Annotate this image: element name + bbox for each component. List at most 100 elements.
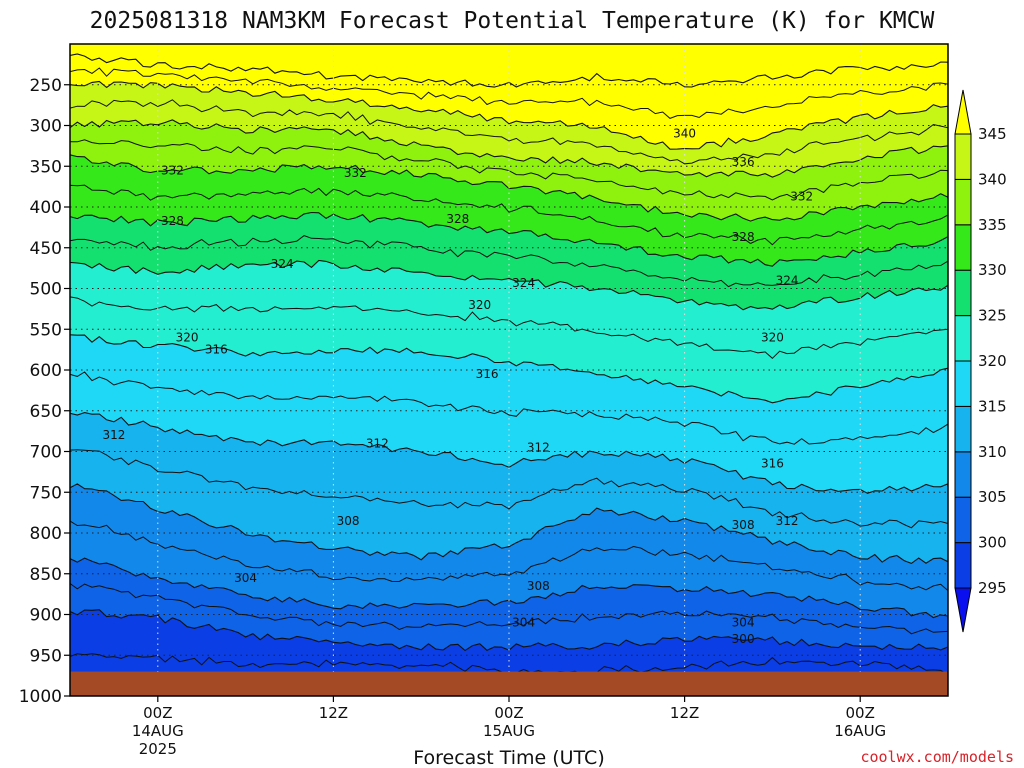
y-tick-label: 700 xyxy=(30,443,62,463)
x-tick-label: 16AUG xyxy=(834,722,886,740)
contour-label: 328 xyxy=(446,212,469,226)
contour-label: 316 xyxy=(205,343,228,357)
contour-label: 316 xyxy=(476,367,499,381)
contour-label: 320 xyxy=(176,330,199,344)
y-tick-label: 400 xyxy=(30,198,62,218)
contour-label: 316 xyxy=(761,457,784,471)
contour-label: 308 xyxy=(527,579,550,593)
y-tick-label: 350 xyxy=(30,157,62,177)
contour-label: 312 xyxy=(527,440,550,454)
chart-title: 2025081318 NAM3KM Forecast Potential Tem… xyxy=(90,8,935,34)
y-tick-label: 250 xyxy=(30,76,62,96)
colorbar-label: 335 xyxy=(978,216,1007,234)
contour-312 xyxy=(70,483,948,565)
colorbar-swatch xyxy=(954,360,972,407)
colorbar-swatch xyxy=(954,496,972,544)
colorbar-swatch xyxy=(954,542,972,589)
y-axis: 250 300 350 400 450 500 550 600 650 700 750 800 850 9… xyxy=(19,76,70,707)
contour-label: 304 xyxy=(234,571,257,585)
contour-label: 328 xyxy=(732,230,755,244)
contour-label: 332 xyxy=(161,163,184,177)
colorbar-label: 340 xyxy=(978,170,1007,188)
colorbar-label: 295 xyxy=(978,579,1007,597)
theta-bands xyxy=(70,44,948,696)
contour-label: 304 xyxy=(732,616,755,630)
colorbar-swatch xyxy=(954,315,972,362)
colorbar-swatch xyxy=(954,133,972,180)
y-tick-label: 900 xyxy=(30,606,62,626)
colorbar-label: 330 xyxy=(978,261,1007,279)
contour-label: 324 xyxy=(512,276,535,290)
colorbar-label: 325 xyxy=(978,307,1007,325)
contour-label: 332 xyxy=(790,189,813,203)
contour-316 xyxy=(70,412,948,494)
contour-intermediate xyxy=(70,235,948,288)
contour-label: 312 xyxy=(102,428,125,442)
contour-intermediate xyxy=(70,583,948,635)
contour-336 xyxy=(70,119,948,178)
contour-label: 308 xyxy=(337,514,360,528)
y-tick-label: 550 xyxy=(30,320,62,340)
y-tick-label: 600 xyxy=(30,361,62,381)
colorbar-label: 315 xyxy=(978,397,1007,415)
contour-320 xyxy=(70,334,948,404)
x-tick-label: 14AUG xyxy=(132,722,184,740)
contour-label: 308 xyxy=(732,518,755,532)
contour-344 xyxy=(70,53,948,88)
x-axis-label: Forecast Time (UTC) xyxy=(413,747,604,768)
y-tick-label: 500 xyxy=(30,280,62,300)
y-tick-label: 800 xyxy=(30,524,62,544)
contour-label: 312 xyxy=(366,436,389,450)
contour-332 xyxy=(70,154,948,222)
x-tick-label: 00Z xyxy=(846,704,875,722)
colorbar-swatch xyxy=(954,451,972,498)
contour-label: 324 xyxy=(776,273,799,287)
colorbar-label: 305 xyxy=(978,488,1007,506)
y-tick-label: 650 xyxy=(30,402,62,422)
contour-intermediate xyxy=(70,67,948,119)
x-tick-label: 00Z xyxy=(494,704,523,722)
contour-intermediate xyxy=(70,184,948,246)
colorbar-label: 300 xyxy=(978,534,1007,552)
contour-labels: 332 332 328 328 328 332 336 340 324 324 324 320 320 3… xyxy=(102,127,813,646)
contour-324 xyxy=(70,259,948,311)
contour-label: 312 xyxy=(776,514,799,528)
x-tick-label: 00Z xyxy=(143,704,172,722)
contour-label: 336 xyxy=(732,155,755,169)
y-tick-label: 850 xyxy=(30,565,62,585)
contour-intermediate xyxy=(70,520,948,591)
contour-label: 300 xyxy=(732,632,755,646)
colorbar: 295 300 305 310 315 320 325 330 335 340 345 xyxy=(954,89,1007,633)
colorbar-label: 345 xyxy=(978,125,1007,143)
x-tick-label: 12Z xyxy=(319,704,348,722)
contour-label: 320 xyxy=(468,298,491,312)
colorbar-max-arrow xyxy=(954,89,972,135)
y-tick-label: 1000 xyxy=(19,687,62,707)
colorbar-label: 310 xyxy=(978,443,1007,461)
colorbar-swatch xyxy=(954,405,972,453)
colorbar-swatch xyxy=(954,178,972,226)
contour-label: 340 xyxy=(673,127,696,141)
x-tick-label: 12Z xyxy=(670,704,699,722)
y-tick-label: 750 xyxy=(30,483,62,503)
x-tick-label: 2025 xyxy=(139,740,177,758)
credit-text: coolwx.com/models xyxy=(860,748,1014,766)
contour-label: 304 xyxy=(512,616,535,630)
contour-label: 320 xyxy=(761,330,784,344)
colorbar-min-arrow xyxy=(954,587,972,633)
y-tick-label: 300 xyxy=(30,117,62,137)
contour-328 xyxy=(70,211,948,267)
grid-lines xyxy=(70,44,948,697)
colorbar-label: 320 xyxy=(978,352,1007,370)
colorbar-swatch xyxy=(954,224,972,271)
colorbar-swatch xyxy=(954,269,972,317)
x-tick-label: 15AUG xyxy=(483,722,535,740)
contour-340 xyxy=(70,80,948,150)
contour-intermediate xyxy=(70,99,948,165)
ground-region xyxy=(70,671,948,696)
contour-label: 324 xyxy=(271,257,294,271)
contour-label: 328 xyxy=(161,214,184,228)
contour-intermediate xyxy=(70,371,948,445)
